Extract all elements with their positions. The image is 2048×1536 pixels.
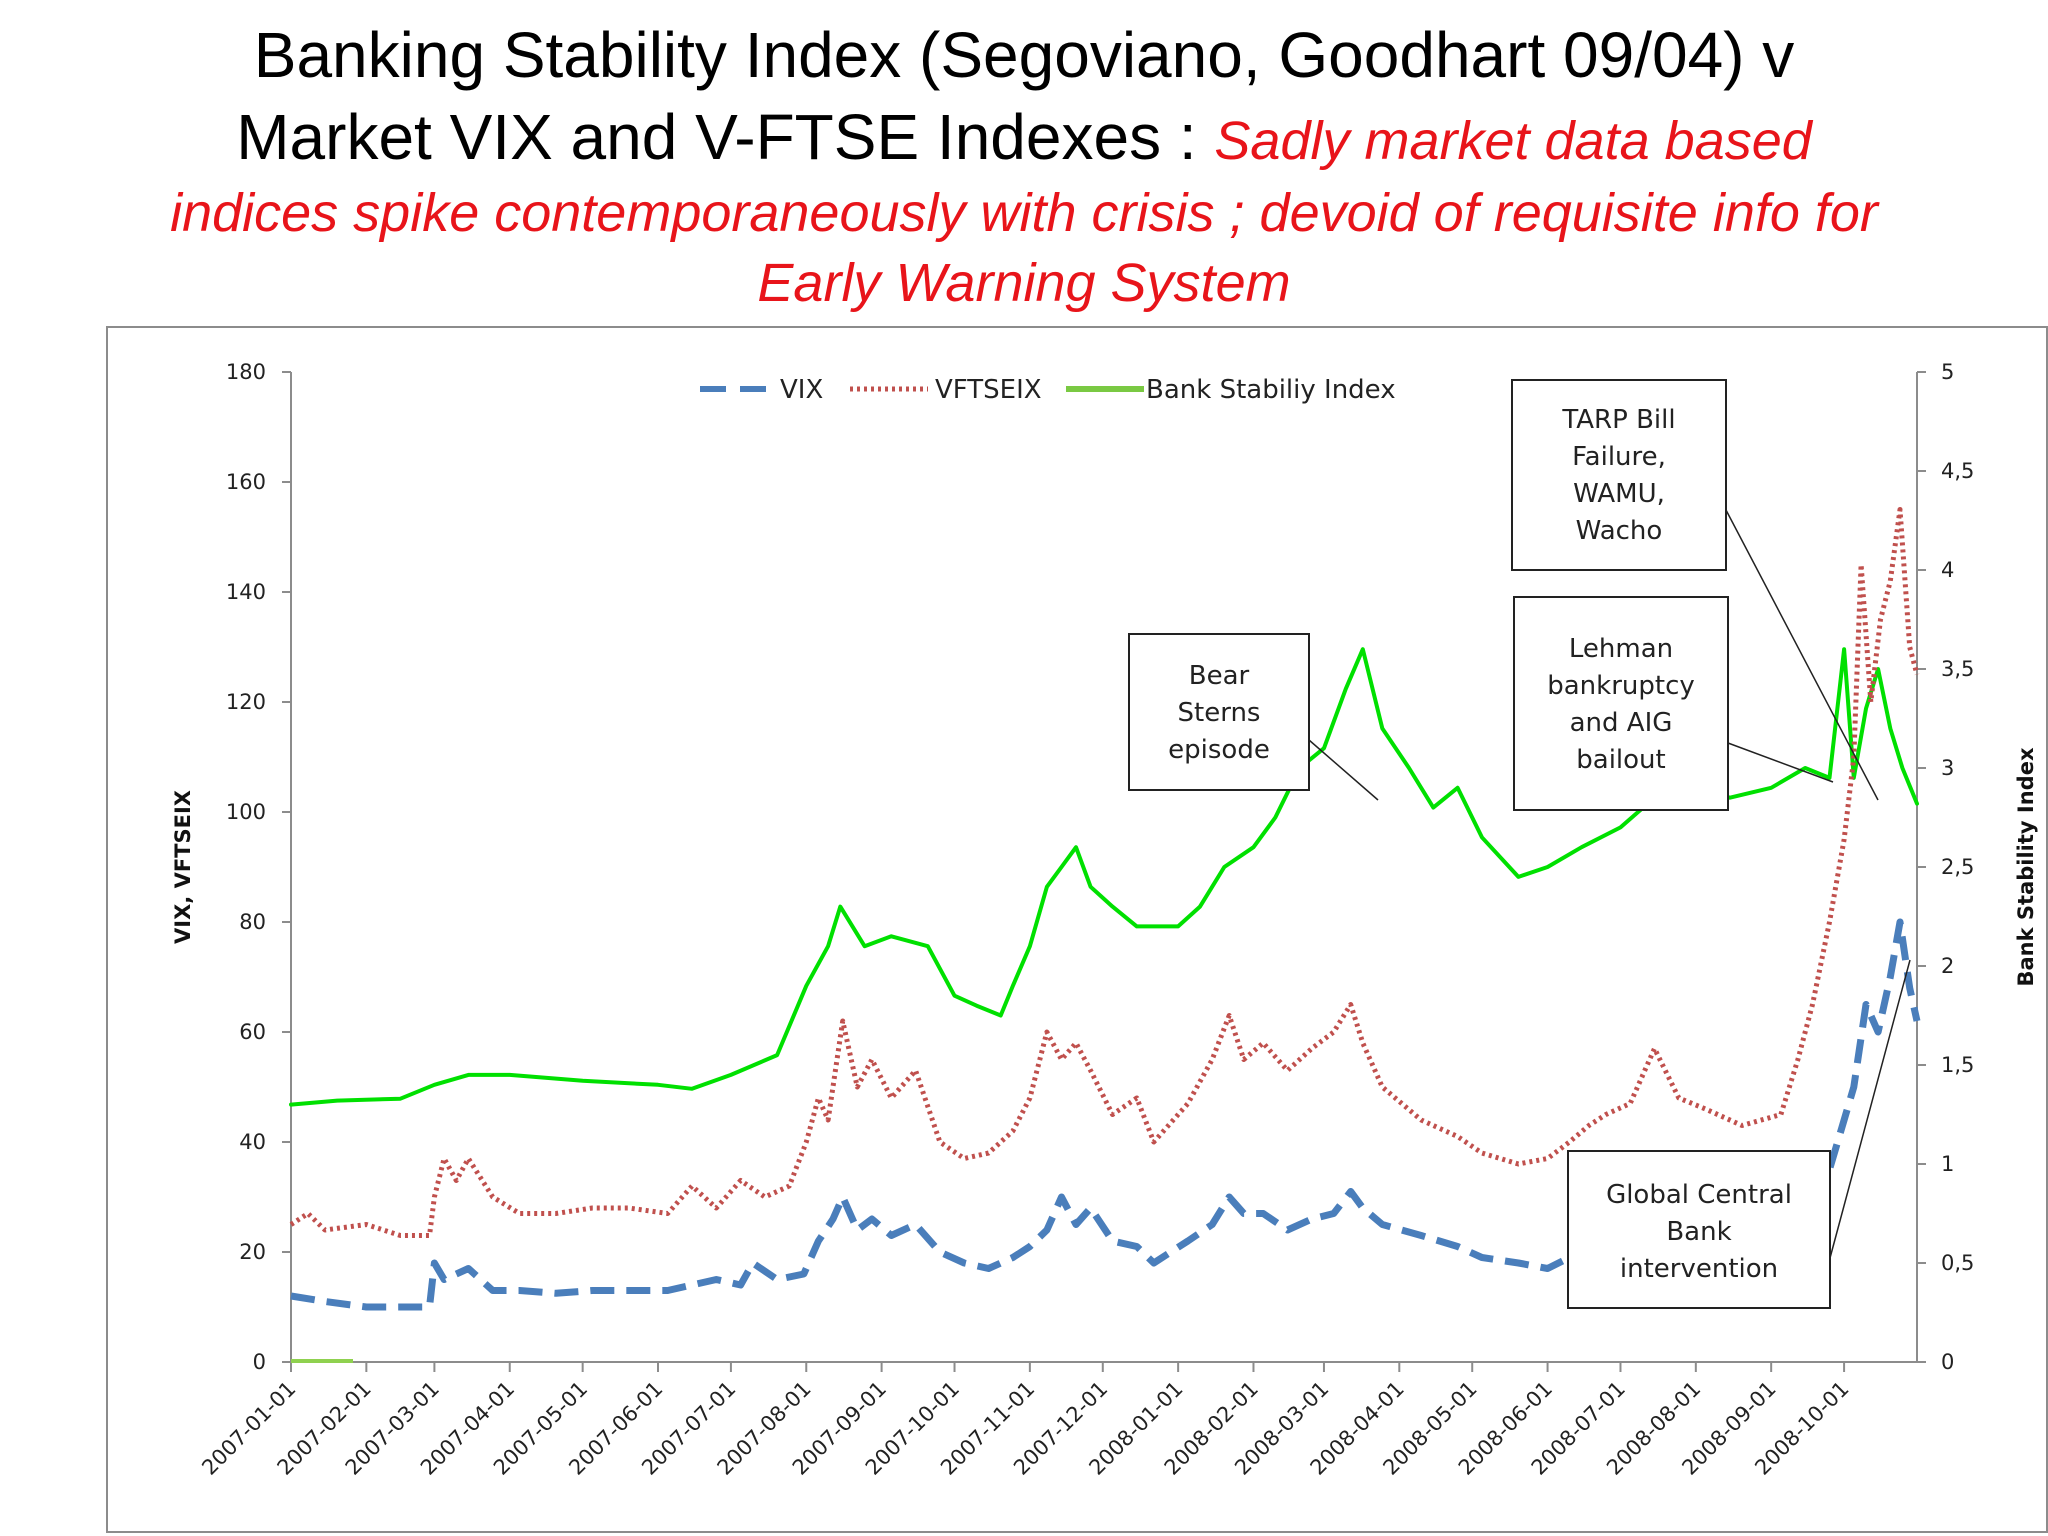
legend-label: VIX bbox=[780, 375, 823, 405]
title-line-3: indices spike contemporaneously with cri… bbox=[170, 183, 1878, 243]
annotation-box bbox=[1567, 1150, 1831, 1309]
annotation-leader-line bbox=[1725, 509, 1879, 801]
annotation-text: intervention bbox=[1620, 1254, 1778, 1284]
y-right-tick-label: 5 bbox=[1941, 360, 1954, 384]
y-right-tick-label: 1,5 bbox=[1941, 1053, 1974, 1077]
annotation-box bbox=[1513, 596, 1729, 811]
title-line-4: Early Warning System bbox=[757, 253, 1291, 313]
y-right-tick-label: 4 bbox=[1941, 558, 1954, 582]
annotation-text: Global Central bbox=[1606, 1180, 1792, 1210]
title-line-2: Market VIX and V-FTSE Indexes : Sadly ma… bbox=[0, 96, 2048, 178]
y-right-tick-label: 1 bbox=[1941, 1152, 1954, 1176]
series-bank-stabiliy-index-line bbox=[289, 647, 1919, 1107]
y-right-tick-label: 3,5 bbox=[1941, 657, 1974, 681]
annotation-text: Sterns bbox=[1178, 698, 1261, 728]
annotation-text: episode bbox=[1168, 735, 1270, 765]
annotation-text: and AIG bbox=[1570, 708, 1673, 738]
y-left-tick-label: 180 bbox=[226, 360, 266, 384]
annotation-text: Lehman bbox=[1569, 634, 1673, 664]
annotation-text: bailout bbox=[1576, 745, 1665, 775]
title-line-1: Banking Stability Index (Segoviano, Good… bbox=[253, 19, 1795, 91]
series-vftseix-line bbox=[289, 507, 1920, 1238]
y-left-tick-label: 80 bbox=[239, 910, 266, 934]
legend: VIX VFTSEIX Bank Stabiliy Index bbox=[700, 375, 1396, 405]
annotations: Bear Sterns episode TARP Bill Failure, WAMU, W… bbox=[1128, 379, 1911, 1309]
y-left-tick-label: 60 bbox=[239, 1020, 266, 1044]
title-line-2-red: Sadly market data based bbox=[1214, 111, 1812, 171]
annotation-leader-line bbox=[1308, 739, 1379, 801]
y-left-tick-label: 160 bbox=[226, 470, 266, 494]
y-left-tick-label: 20 bbox=[239, 1240, 266, 1264]
annotation-text: bankruptcy bbox=[1547, 671, 1695, 701]
slide-title: Banking Stability Index (Segoviano, Good… bbox=[0, 14, 2048, 318]
title-line-2-black: Market VIX and V-FTSE Indexes : bbox=[236, 101, 1215, 173]
annotation-text: Bear bbox=[1189, 661, 1250, 691]
y-right-tick-label: 2 bbox=[1941, 954, 1954, 978]
annotation-leader-line bbox=[1829, 959, 1911, 1259]
y-right-tick-label: 2,5 bbox=[1941, 855, 1974, 879]
annotation-text: TARP Bill bbox=[1561, 405, 1675, 435]
y-left-axis-title: VIX, VFTSEIX bbox=[171, 790, 195, 944]
y-right-tick-label: 3 bbox=[1941, 756, 1954, 780]
y-left-tick-label: 140 bbox=[226, 580, 266, 604]
annotation-leader-line bbox=[1727, 742, 1834, 783]
annotation-text: Bank bbox=[1666, 1217, 1731, 1247]
y-right-tick-label: 0 bbox=[1941, 1350, 1954, 1374]
legend-label: Bank Stabiliy Index bbox=[1146, 375, 1396, 405]
annotation-box bbox=[1128, 633, 1310, 791]
legend-label: VFTSEIX bbox=[935, 375, 1042, 405]
chart-frame bbox=[106, 326, 2048, 1533]
annotation-text: Wacho bbox=[1576, 516, 1663, 546]
y-left-tick-label: 100 bbox=[226, 800, 266, 824]
annotation-text: Failure, bbox=[1572, 442, 1666, 472]
annotation-box bbox=[1511, 379, 1727, 571]
y-right-axis-title: Bank Stability Index bbox=[2014, 747, 2038, 986]
y-left-tick-label: 0 bbox=[253, 1350, 266, 1374]
y-left-tick-label: 40 bbox=[239, 1130, 266, 1154]
y-right-tick-label: 4,5 bbox=[1941, 459, 1974, 483]
annotation-text: WAMU, bbox=[1573, 479, 1665, 509]
y-right-tick-label: 0,5 bbox=[1941, 1251, 1974, 1275]
y-left-tick-label: 120 bbox=[226, 690, 266, 714]
